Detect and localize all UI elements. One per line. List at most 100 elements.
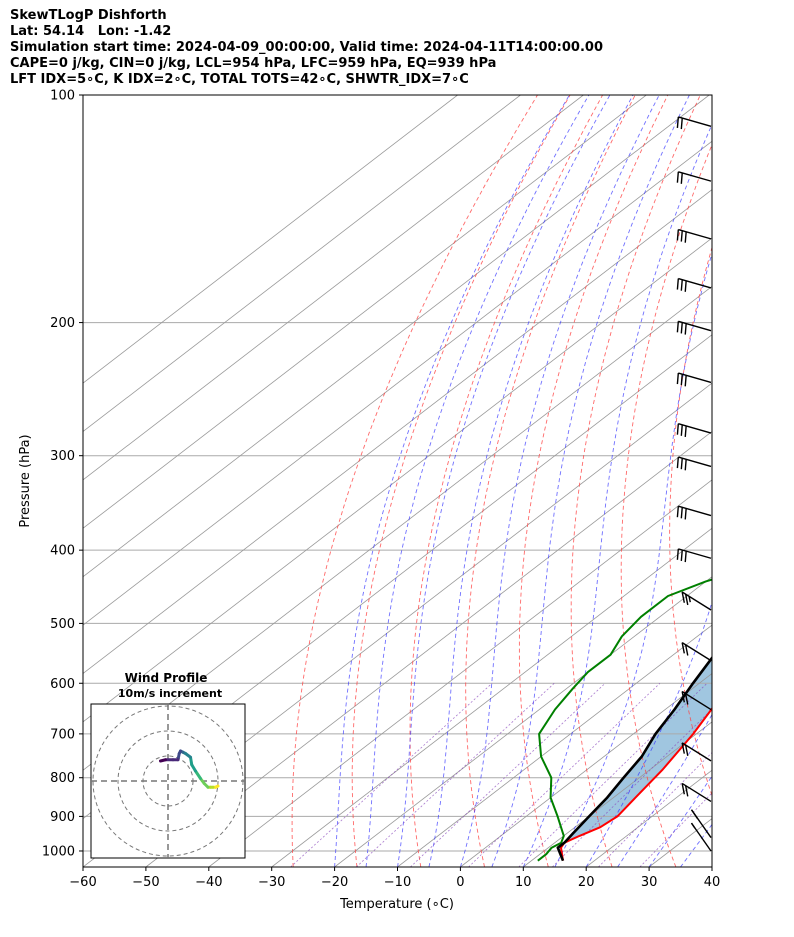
isotherm-line — [145, 431, 712, 867]
isotherm-line — [711, 866, 712, 867]
isotherm-line — [775, 95, 794, 867]
moist-adiabat-line — [365, 95, 590, 867]
wind-barb — [681, 591, 712, 611]
wind-barb — [681, 742, 712, 762]
isotherm-line — [83, 382, 712, 867]
hodograph-title: Wind Profile — [125, 671, 208, 685]
moist-adiabat-line — [617, 713, 712, 867]
y-tick-label: 700 — [50, 727, 75, 742]
parcel-profile-line — [556, 655, 712, 862]
mixing-ratio-line — [290, 683, 493, 867]
wind-barb — [681, 690, 712, 711]
wind-barb — [681, 642, 712, 662]
dry-adiabat-line — [465, 95, 636, 867]
isotherm-line — [83, 95, 521, 433]
wind-barb — [676, 116, 712, 130]
isotherm-line — [334, 576, 712, 867]
moist-adiabat-line — [648, 775, 712, 867]
x-tick-label: −60 — [69, 875, 96, 890]
x-tick-label: −40 — [195, 875, 222, 890]
wind-barb — [690, 809, 712, 838]
y-tick-label: 600 — [50, 677, 75, 692]
y-tick-label: 500 — [50, 617, 75, 632]
x-tick-label: −20 — [321, 875, 348, 890]
x-tick-label: −50 — [132, 875, 159, 890]
dry-adiabat-line — [518, 95, 669, 867]
y-axis-ticks: 100 200 300 400 500 600 700 800 900 1000 — [42, 89, 83, 859]
mixing-ratio-line — [518, 683, 708, 867]
isotherm-line — [83, 237, 712, 723]
hodograph-ring — [117, 730, 219, 832]
y-tick-label: 900 — [50, 810, 75, 825]
moist-adiabat-line — [522, 123, 712, 867]
chart-title-block: SkewTLogP Dishforth Lat: 54.14 Lon: -1.4… — [10, 8, 790, 88]
wind-barb — [676, 372, 712, 387]
wind-barb — [681, 782, 712, 803]
wind-barb — [676, 171, 712, 184]
index-line: LFT IDX=5∘C, K IDX=2∘C, TOTAL TOTS=42∘C,… — [10, 72, 469, 87]
dry-adiabat-line — [620, 143, 712, 867]
wind-barb — [676, 422, 712, 437]
mixing-ratio-line — [552, 708, 712, 867]
chart-title: SkewTLogP Dishforth — [10, 8, 167, 23]
isotherm-line — [397, 624, 712, 867]
y-tick-label: 400 — [50, 544, 75, 559]
temperature-profile-line — [560, 707, 712, 861]
x-tick-label: 40 — [704, 875, 721, 890]
y-tick-label: 800 — [50, 771, 75, 786]
mixing-ratio-line — [356, 683, 555, 867]
hodograph-inset: Wind Profile 10m/s increment — [90, 671, 246, 859]
dry-adiabat-line — [291, 95, 538, 867]
x-axis-ticks: −60 −50 −40 −30 −20 −10 0 10 20 30 40 — [69, 867, 720, 890]
dry-adiabat-line — [669, 245, 712, 797]
wind-barb — [676, 228, 712, 243]
y-tick-label: 1000 — [42, 844, 75, 859]
dry-adiabat-line — [351, 95, 571, 867]
y-tick-label: 200 — [50, 316, 75, 331]
y-tick-label: 100 — [50, 89, 75, 104]
mixing-ratio-line — [468, 683, 661, 867]
wind-barb — [690, 822, 712, 852]
wind-barb — [676, 548, 712, 563]
moist-adiabat-line — [428, 95, 634, 867]
time-line: Simulation start time: 2024-04-09_00:00:… — [10, 40, 603, 55]
location-line: Lat: 54.14 Lon: -1.42 — [10, 24, 172, 39]
wind-barb — [676, 277, 712, 292]
y-tick-label: 300 — [50, 449, 75, 464]
profile-lines — [537, 578, 712, 862]
isotherm-line — [83, 189, 712, 674]
wind-barbs — [676, 116, 712, 852]
adiabats-and-mixing-lines — [290, 95, 794, 867]
y-axis-label: Pressure (hPa) — [18, 434, 33, 527]
isotherm-line — [460, 672, 712, 867]
dry-adiabat-line — [762, 95, 794, 867]
x-tick-label: −30 — [258, 875, 285, 890]
moist-adiabat-line — [491, 95, 690, 867]
x-tick-label: 10 — [515, 875, 532, 890]
dewpoint-profile-line — [537, 578, 712, 862]
moist-adiabat-line — [334, 95, 570, 867]
isotherm-line — [83, 95, 647, 529]
x-tick-label: 0 — [456, 875, 464, 890]
wind-barb — [676, 505, 712, 520]
hodograph-subtitle: 10m/s increment — [118, 687, 222, 700]
isotherm-line — [83, 95, 710, 578]
isotherm-line — [83, 95, 584, 481]
wind-barb — [676, 320, 712, 335]
mixing-ratio-line — [639, 792, 712, 867]
isotherm-line — [271, 527, 712, 867]
isotherm-line — [83, 95, 458, 384]
x-axis-label: Temperature (∘C) — [339, 897, 454, 912]
dry-adiabat-line — [409, 95, 603, 867]
moist-adiabat-line — [397, 95, 611, 867]
x-tick-label: 30 — [641, 875, 658, 890]
x-tick-label: −10 — [384, 875, 411, 890]
hodograph-segment — [194, 769, 202, 780]
hodograph-segment — [159, 758, 167, 763]
dry-adiabat-line — [717, 95, 794, 867]
wind-barb — [676, 456, 712, 471]
x-tick-label: 20 — [578, 875, 595, 890]
isotherm-line — [83, 140, 712, 626]
cape-line: CAPE=0 j/kg, CIN=0 j/kg, LCL=954 hPa, LF… — [10, 56, 497, 71]
